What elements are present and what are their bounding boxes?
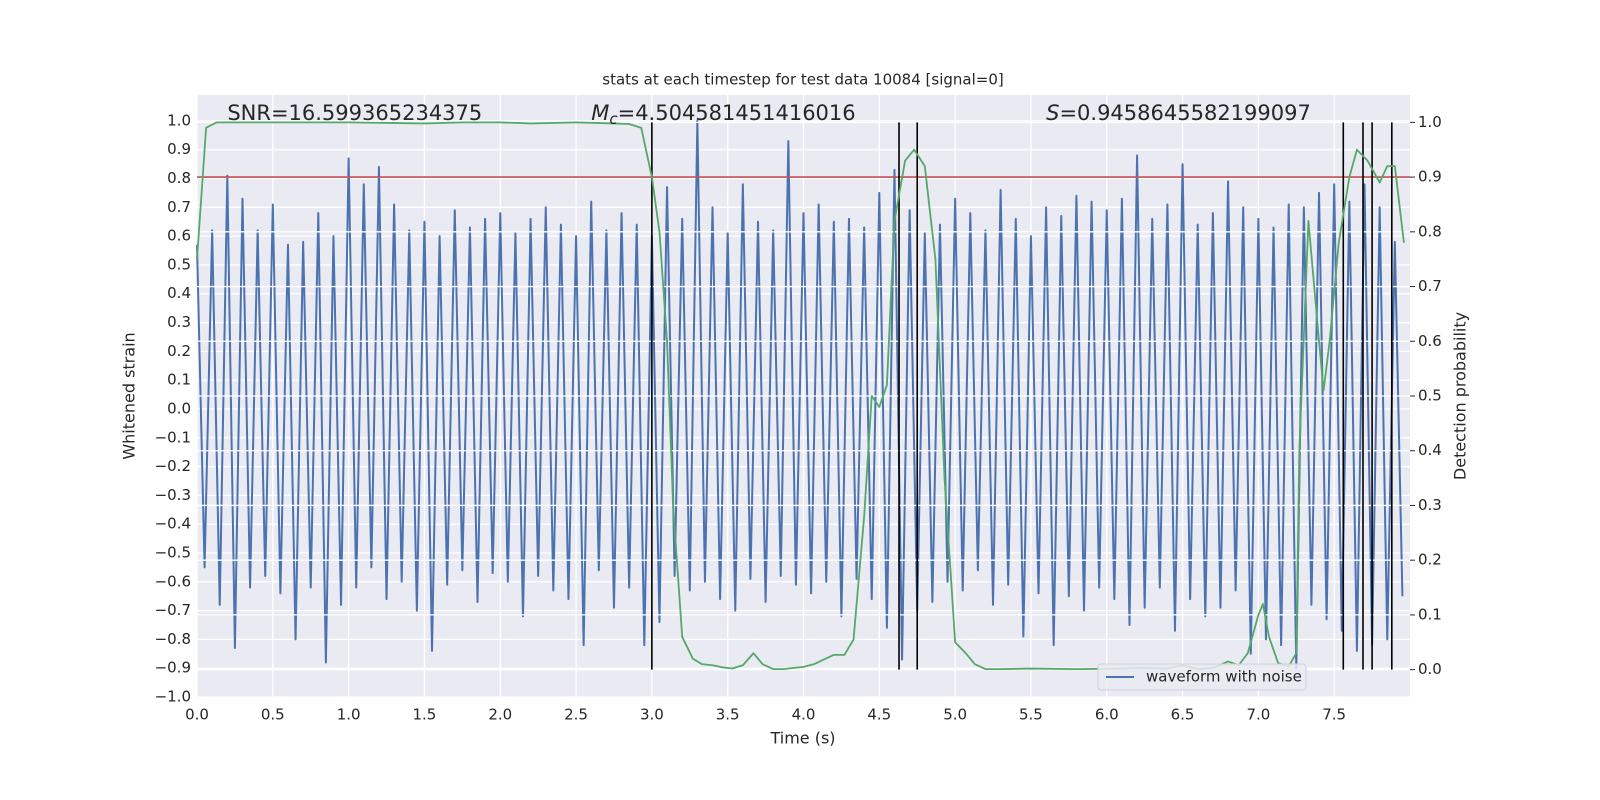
x-axis-label: Time (s) bbox=[769, 729, 835, 748]
x-tick-label: 2.0 bbox=[488, 706, 512, 724]
y-tick-label: 0.2 bbox=[167, 342, 191, 360]
y2-tick-label: 0.0 bbox=[1418, 660, 1442, 678]
x-tick-label: 3.0 bbox=[640, 706, 664, 724]
y2-tick-label: 0.2 bbox=[1418, 551, 1442, 569]
annotation: S=0.9458645582199097 bbox=[1046, 101, 1311, 125]
y2-tick-label: 0.8 bbox=[1418, 222, 1442, 240]
y-tick-label: −0.5 bbox=[155, 543, 191, 561]
y-tick-label: 0.0 bbox=[167, 399, 191, 417]
annotation-part: SNR=16.599365234375 bbox=[227, 101, 482, 125]
y-tick-label: 0.5 bbox=[167, 255, 191, 273]
y2-tick-label: 0.4 bbox=[1418, 441, 1442, 459]
x-tick-label: 4.0 bbox=[792, 706, 816, 724]
y-tick-label: 0.7 bbox=[167, 198, 191, 216]
waveform-line bbox=[196, 119, 1404, 670]
x-tick-label: 7.5 bbox=[1322, 706, 1346, 724]
x-tick-label: 3.5 bbox=[716, 706, 740, 724]
y-tick-label: −0.2 bbox=[155, 457, 191, 475]
y-tick-label: 1.0 bbox=[167, 111, 191, 129]
y-tick-label: −0.6 bbox=[155, 572, 191, 590]
annotation-part: S bbox=[1046, 101, 1059, 125]
annotation-part: c bbox=[609, 110, 618, 128]
annotation-part: =4.504581451416016 bbox=[618, 101, 856, 125]
x-tick-label: 7.0 bbox=[1246, 706, 1270, 724]
annotation: SNR=16.599365234375 bbox=[227, 101, 482, 125]
y-tick-label: 0.4 bbox=[167, 284, 191, 302]
y2-tick-label: 0.5 bbox=[1418, 387, 1442, 405]
y-axis-label: Whitened strain bbox=[120, 332, 139, 459]
y-tick-label: −0.7 bbox=[155, 601, 191, 619]
y-tick-label: 0.3 bbox=[167, 313, 191, 331]
y2-tick-label: 0.3 bbox=[1418, 496, 1442, 514]
annotation-part: M bbox=[591, 101, 609, 125]
x-tick-label: 1.5 bbox=[413, 706, 437, 724]
y2-tick-label: 0.7 bbox=[1418, 277, 1442, 295]
annotation-part: =0.9458645582199097 bbox=[1059, 101, 1310, 125]
y-tick-label: −0.8 bbox=[155, 630, 191, 648]
x-tick-label: 1.0 bbox=[337, 706, 361, 724]
y2-tick-label: 1.0 bbox=[1418, 113, 1442, 131]
y2-tick-label: 0.9 bbox=[1418, 168, 1442, 186]
x-tick-label: 0.0 bbox=[185, 706, 209, 724]
y-tick-label: 0.8 bbox=[167, 169, 191, 187]
x-tick-label: 4.5 bbox=[867, 706, 891, 724]
legend-box bbox=[1097, 663, 1307, 691]
x-tick-label: 5.0 bbox=[943, 706, 967, 724]
chart-title: stats at each timestep for test data 100… bbox=[602, 71, 1003, 89]
annotation: Mc=4.504581451416016 bbox=[591, 101, 855, 128]
x-tick-label: 2.5 bbox=[564, 706, 588, 724]
y2-axis-label: Detection probability bbox=[1451, 312, 1470, 480]
y-tick-label: −0.3 bbox=[155, 486, 191, 504]
y-tick-label: −1.0 bbox=[155, 688, 191, 706]
x-tick-label: 6.0 bbox=[1095, 706, 1119, 724]
legend-label: waveform with noise bbox=[1146, 668, 1302, 686]
x-tick-label: 0.5 bbox=[261, 706, 285, 724]
y2-tick-label: 0.1 bbox=[1418, 605, 1442, 623]
y2-tick-label: 0.6 bbox=[1418, 332, 1442, 350]
y-tick-label: −0.4 bbox=[155, 515, 191, 533]
y-tick-label: −0.9 bbox=[155, 659, 191, 677]
x-tick-label: 6.5 bbox=[1171, 706, 1195, 724]
y-tick-label: −0.1 bbox=[155, 428, 191, 446]
y-tick-label: 0.6 bbox=[167, 227, 191, 245]
x-tick-label: 5.5 bbox=[1019, 706, 1043, 724]
y-tick-label: 0.1 bbox=[167, 371, 191, 389]
y-tick-label: 0.9 bbox=[167, 140, 191, 158]
probability-line bbox=[196, 121, 1405, 670]
